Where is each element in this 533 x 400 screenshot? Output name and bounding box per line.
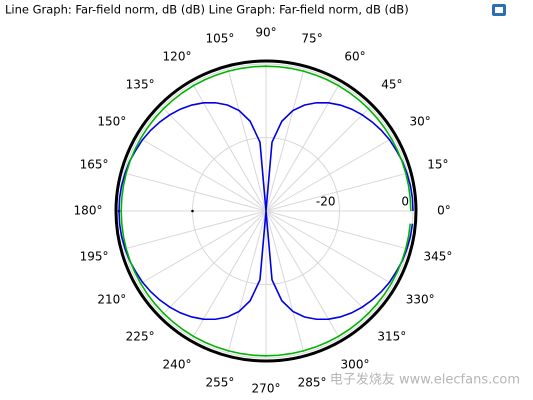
radial-tick-label: 0 [401,195,409,209]
watermark: 电子发烧友 www.elecfans.com [330,372,520,388]
angle-label: 285° [298,375,327,389]
radial-tick-label: -20 [316,195,336,209]
angle-label: 15° [427,157,448,171]
angle-label: 60° [344,49,365,63]
chart-title: Line Graph: Far-field norm, dB (dB) Line… [5,3,409,17]
angle-label: 240° [163,358,192,372]
angle-label: 330° [406,293,435,307]
angle-label: 210° [97,293,126,307]
plot-frame [114,59,418,363]
angle-label: 135° [126,78,155,92]
angle-label: 345° [423,250,452,264]
series-line [118,101,414,321]
angle-label: 45° [381,78,402,92]
angle-label: 105° [205,32,234,46]
angle-label: 150° [97,115,126,129]
angle-label: 120° [163,49,192,63]
angle-label: 165° [80,157,109,171]
angle-label: 300° [341,358,370,372]
radial-tick-dot [191,209,194,213]
angle-label: 180° [74,204,103,218]
icon-inner [495,7,503,13]
angle-label: 225° [126,329,155,343]
toolbar-icon[interactable] [492,4,506,16]
angle-label: 315° [377,329,406,343]
angle-label: 255° [205,375,234,389]
angle-label: 0° [437,204,451,218]
angle-label: 195° [80,250,109,264]
angle-label: 30° [410,115,431,129]
angle-label: 270° [252,382,281,396]
angle-label: 75° [301,32,322,46]
angle-label: 90° [255,26,276,40]
series-line [120,65,412,357]
